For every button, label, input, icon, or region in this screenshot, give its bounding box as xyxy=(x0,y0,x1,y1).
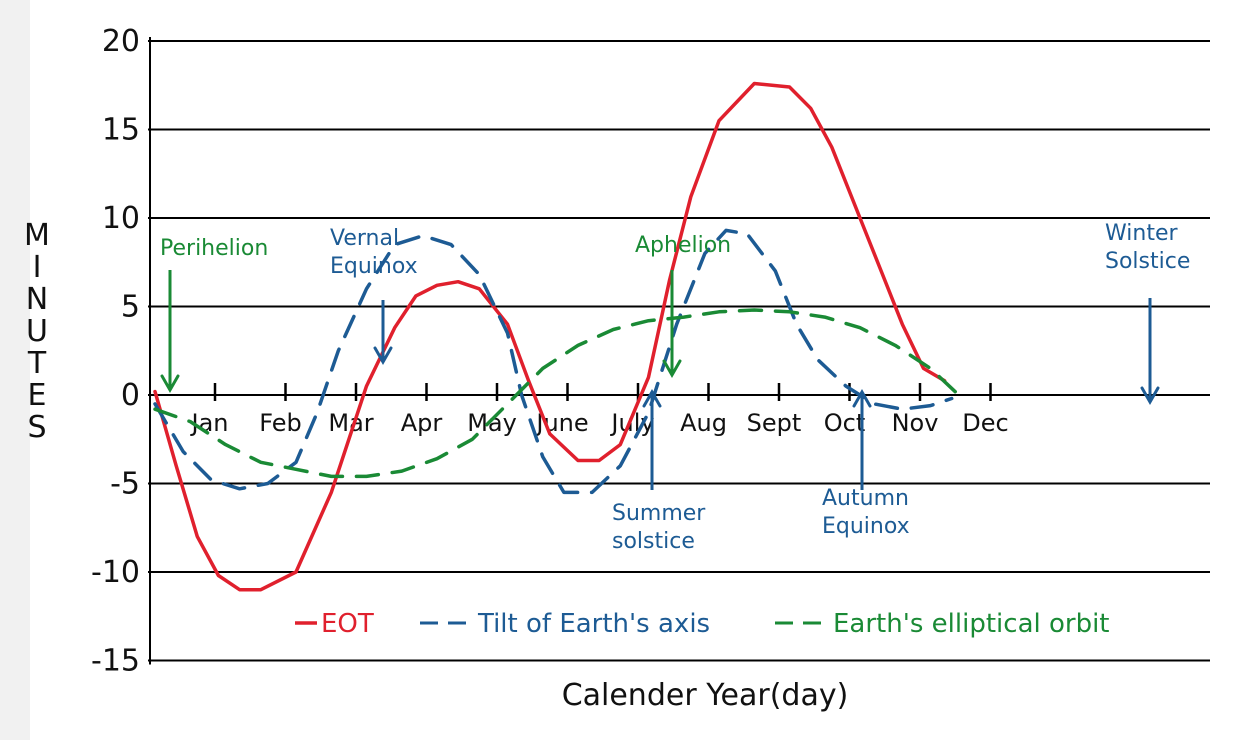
x-tick-label: Dec xyxy=(962,409,1008,437)
y-tick-label: -15 xyxy=(91,644,140,679)
series-line xyxy=(153,228,954,495)
x-tick-label: Aug xyxy=(680,409,727,437)
y-tick-label: 0 xyxy=(121,378,140,413)
x-tick-label: Oct xyxy=(824,409,866,437)
y-axis-label-letter: E xyxy=(28,378,47,413)
arrow-head xyxy=(642,388,662,408)
arrow-head xyxy=(160,374,180,394)
y-axis-label-letter: M xyxy=(24,218,50,253)
y-tick-label: -10 xyxy=(91,555,140,590)
annotation-label: solstice xyxy=(612,529,695,554)
y-tick-label: 5 xyxy=(121,290,140,325)
page-margin-strip xyxy=(0,0,30,740)
x-axis-label: Calender Year(day) xyxy=(562,678,849,713)
y-axis-label-letter: T xyxy=(27,346,47,381)
legend-label: Tilt of Earth's axis xyxy=(477,609,710,639)
annotation-label: Winter xyxy=(1105,221,1178,246)
annotation-label: Autumn xyxy=(822,486,909,511)
y-axis-label-letter: I xyxy=(33,250,42,285)
annotation-label: Equinox xyxy=(822,514,910,539)
x-tick-label: Apr xyxy=(401,409,443,437)
gridlines xyxy=(148,37,1210,665)
annotation-label: Perihelion xyxy=(160,236,268,261)
legend-label: EOT xyxy=(321,609,374,639)
y-axis-label-letter: N xyxy=(26,282,48,317)
annotation-label: Equinox xyxy=(330,254,418,279)
x-tick-label: Sept xyxy=(747,409,802,437)
x-tick-label: Feb xyxy=(259,409,302,437)
y-axis-label-letter: U xyxy=(26,314,48,349)
arrow-head xyxy=(662,359,682,379)
arrow-head xyxy=(852,388,872,408)
series-line xyxy=(153,81,947,592)
arrow-head xyxy=(1140,386,1160,406)
legend-label: Earth's elliptical orbit xyxy=(833,609,1110,639)
series-line xyxy=(153,308,961,479)
x-tick-label: Nov xyxy=(892,409,939,437)
annotations: Perihelion Vernal Equinox Aphelion Winter Sol… xyxy=(160,221,1190,554)
annotation-label: Aphelion xyxy=(635,233,731,258)
legend: EOT Tilt of Earth's axis Earth's elliptica… xyxy=(295,609,1110,639)
series-lines xyxy=(153,81,961,592)
y-tick-labels: 20 15 10 5 0 -5 -10 -15 xyxy=(91,24,140,679)
annotation-label: Vernal xyxy=(330,226,399,251)
arrow-head xyxy=(373,346,393,366)
y-tick-label: 15 xyxy=(102,113,140,148)
annotation-label: Solstice xyxy=(1105,249,1190,274)
y-axis-label-letter: S xyxy=(27,410,46,445)
y-tick-label: 20 xyxy=(102,24,140,59)
x-axis: Jan Feb Mar Apr May June July Aug Sept Oct Nov Dec xyxy=(190,383,1009,437)
y-tick-label: 10 xyxy=(102,201,140,236)
annotation-label: Summer xyxy=(612,501,706,526)
y-tick-label: -5 xyxy=(110,467,140,502)
x-tick-label: May xyxy=(467,409,517,437)
